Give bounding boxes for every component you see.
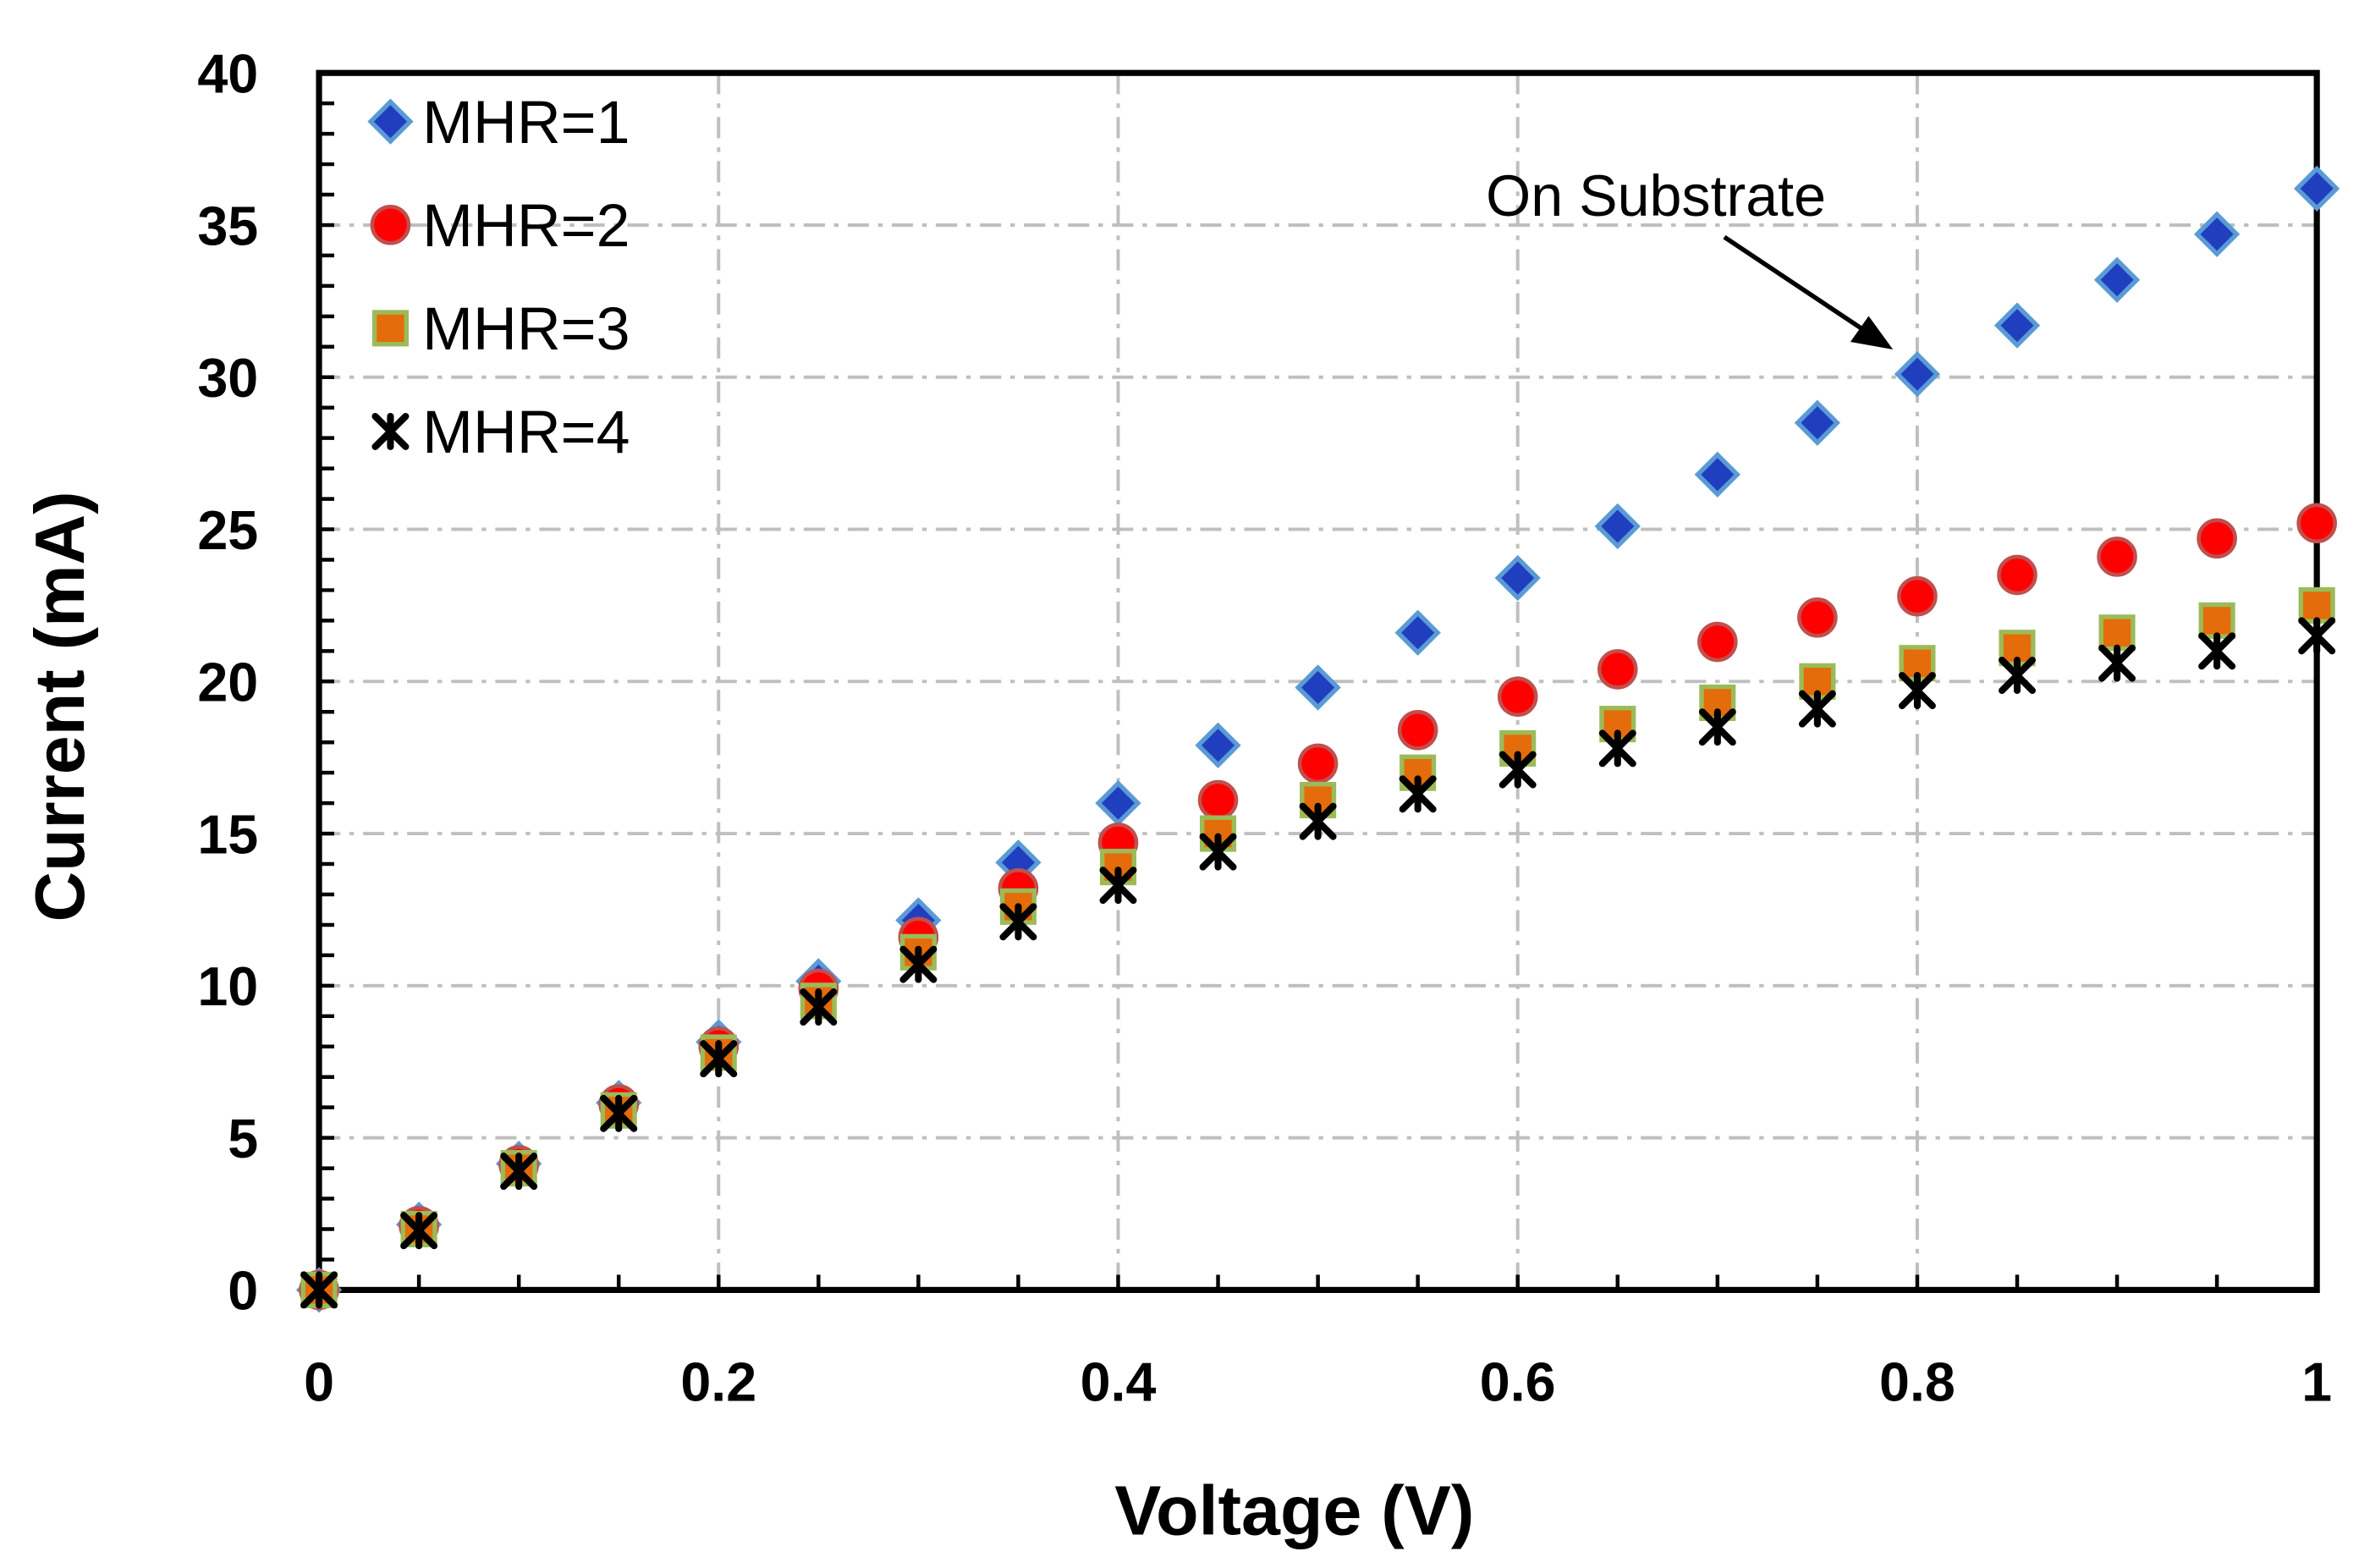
data-point [2093,256,2141,303]
data-point [600,1094,638,1132]
data-point [400,1212,438,1250]
legend-marker [371,310,409,347]
data-point [1797,597,1838,638]
legend-entry: MHR=3 [371,295,630,363]
y-axis-label: Current (mA) [20,491,99,922]
data-point [1195,722,1241,768]
data-point [999,903,1037,941]
y-tick-label: 40 [197,43,258,105]
data-point [1297,743,1339,784]
data-point [899,945,938,983]
data-point [2197,518,2237,559]
data-point [1697,621,1738,663]
data-point [1794,399,1841,446]
data-point [1898,672,1936,710]
annotation-arrow [1723,234,1894,349]
data-point [2294,165,2340,212]
data-point [1399,775,1437,813]
data-point [2097,536,2137,577]
gridlines [319,73,2318,1290]
legend-marker [371,412,410,450]
data-point [300,1271,338,1309]
data-point [1798,690,1836,728]
data-point [1394,609,1441,656]
data-point [1694,451,1740,498]
legend-label: MHR=1 [422,89,630,157]
y-tick-label: 0 [228,1260,258,1322]
x-tick-label: 0.2 [680,1351,756,1412]
data-point [1095,779,1141,827]
x-tick-label: 0.8 [1879,1351,1955,1412]
data-point [1998,657,2036,695]
series-mhr-4 [300,617,2336,1309]
x-tick-label: 0 [304,1351,334,1412]
legend-label: MHR=4 [422,399,630,466]
data-point [1594,503,1641,550]
data-point [1894,351,1941,398]
data-point [2296,503,2337,544]
legend-label: MHR=3 [422,295,630,363]
x-tick-labels: 0 0.2 0.4 0.6 0.8 1 [304,1351,2332,1412]
y-tick-label: 10 [197,955,258,1017]
data-point [1997,554,2037,596]
data-point [2098,614,2136,652]
data-point [1099,867,1137,905]
data-point [1698,708,1736,746]
legend-entry: MHR=1 [367,89,630,157]
x-axis-label: Voltage (V) [1114,1471,1474,1549]
x-tick-label: 1 [2301,1351,2332,1412]
y-tick-label: 5 [228,1108,258,1169]
data-point [800,988,838,1026]
y-tick-label: 35 [197,195,258,256]
data-point [700,1040,738,1078]
data-point [1397,710,1438,751]
data-point [1897,575,1938,617]
data-point [1993,302,2041,349]
data-point [1299,802,1337,840]
y-tick-label: 25 [197,499,258,561]
legend-entry: MHR=2 [370,192,630,260]
data-point [2098,644,2136,682]
data-point [2193,211,2241,257]
data-point [1498,751,1537,789]
annotation-label: On Substrate [1486,164,1826,228]
data-point [1598,729,1636,767]
y-tick-label: 15 [197,803,258,865]
data-point [2198,602,2235,639]
data-point [2298,617,2336,655]
x-tick-label: 0.6 [1480,1351,1556,1412]
data-point [2198,632,2236,670]
data-point [1494,554,1541,602]
legend: MHR=1 MHR=2 MHR=3 MHR=4 [367,89,630,466]
x-tick-label: 0.4 [1081,1351,1157,1412]
data-point [1197,779,1239,821]
legend-marker [370,204,411,245]
legend-label: MHR=2 [422,192,630,260]
series-mhr-2 [299,503,2337,1311]
data-point [2298,586,2335,624]
minor-ticks [319,101,2219,1290]
legend-marker [367,98,414,145]
y-tick-label: 20 [197,652,258,713]
data-point [500,1153,538,1191]
y-tick-label: 30 [197,347,258,409]
data-point [1199,833,1237,871]
data-point [1295,664,1341,711]
data-point [1497,676,1538,718]
data-markers [295,165,2340,1313]
legend-entry: MHR=4 [371,399,630,466]
y-tick-labels: 0 5 10 15 20 25 30 35 40 [197,43,258,1322]
data-point [1597,649,1638,690]
